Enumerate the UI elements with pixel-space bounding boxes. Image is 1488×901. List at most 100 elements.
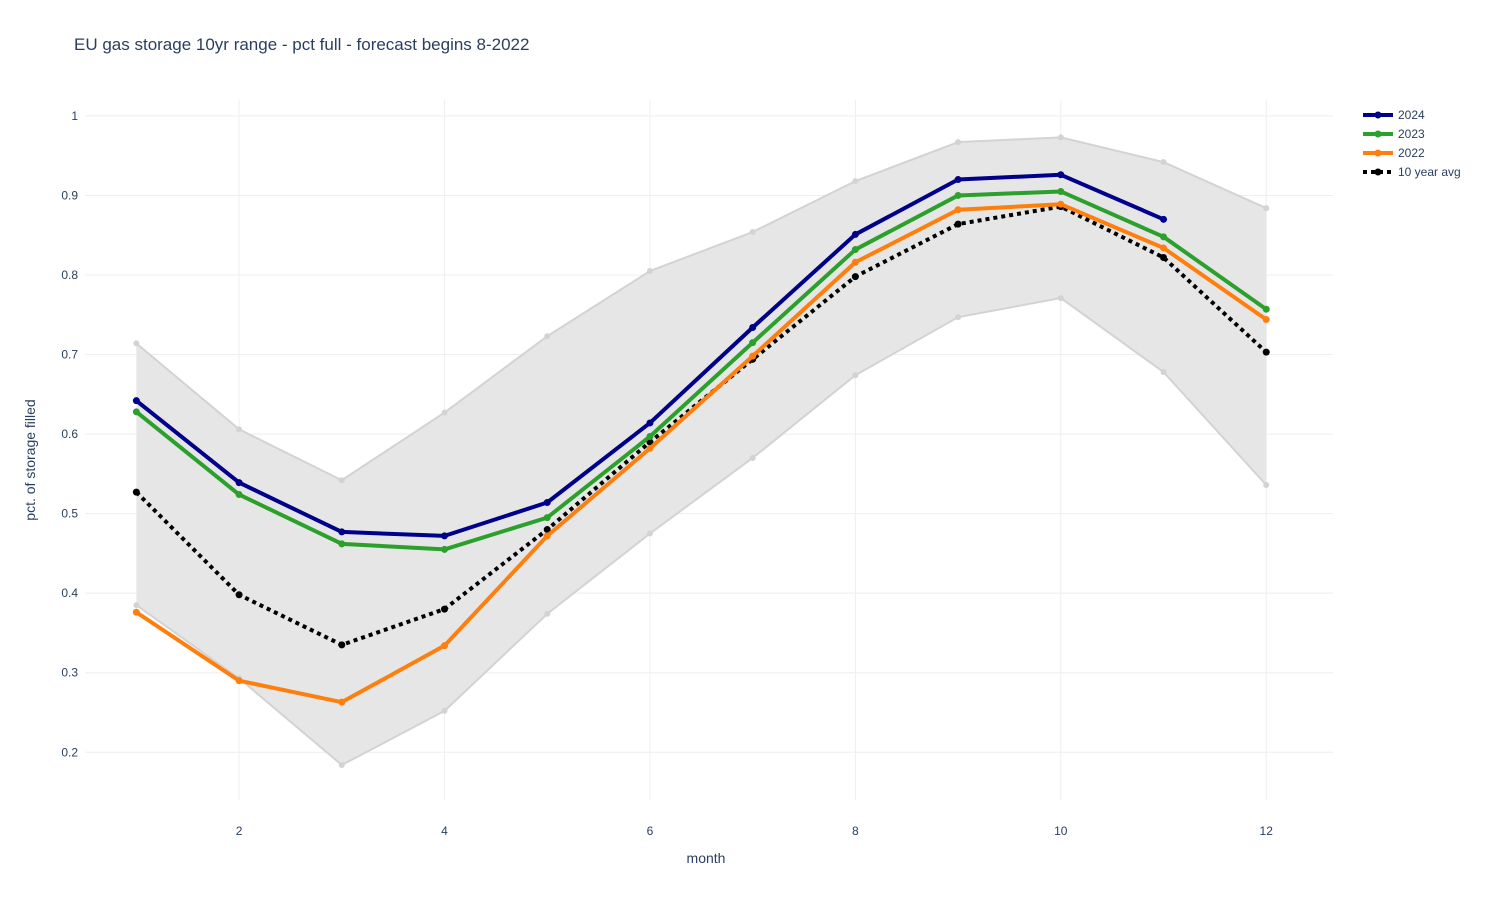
- range-band-upper-point: [1263, 205, 1270, 212]
- x-tick-label: 10: [1054, 824, 1068, 838]
- x-axis-title: month: [687, 850, 726, 866]
- series-line-2023: [135, 189, 1268, 552]
- data-point-10-year-avg: [441, 605, 449, 613]
- data-point-2022: [441, 642, 449, 650]
- y-tick-label: 1: [71, 109, 78, 123]
- y-tick-label: 0.4: [61, 586, 78, 600]
- data-point-2023: [235, 491, 243, 499]
- legend-label: 2022: [1398, 146, 1425, 160]
- data-point-2023: [851, 246, 859, 254]
- range-band-upper-point: [236, 426, 243, 433]
- range-band-upper-point: [544, 333, 551, 340]
- y-tick-label: 0.5: [61, 507, 78, 521]
- y-tick-label: 0.3: [61, 666, 78, 680]
- legend-label: 2023: [1398, 127, 1425, 141]
- data-point-10-year-avg: [851, 273, 859, 281]
- range-band-lower-point: [646, 530, 653, 537]
- legend-item-2023[interactable]: 2023: [1363, 127, 1425, 141]
- data-point-2024: [441, 532, 449, 540]
- legend-marker: [1374, 130, 1382, 138]
- series-2024: [132, 171, 1168, 540]
- series-line-2022: [135, 202, 1268, 705]
- legend-marker: [1374, 168, 1382, 176]
- y-tick-label: 0.6: [61, 427, 78, 441]
- data-point-10-year-avg: [1262, 348, 1270, 356]
- x-tick-label: 12: [1260, 824, 1274, 838]
- chart-title: EU gas storage 10yr range - pct full - f…: [74, 35, 529, 54]
- range-band-fill: [136, 137, 1267, 766]
- range-band-upper-point: [441, 409, 448, 416]
- series-2023: [132, 187, 1270, 553]
- range-band-lower-point: [338, 762, 345, 768]
- data-point-10-year-avg: [132, 488, 140, 496]
- data-point-2024: [235, 479, 243, 487]
- legend-item-10-year-avg[interactable]: 10 year avg: [1363, 165, 1461, 179]
- legend-label: 10 year avg: [1398, 165, 1461, 179]
- data-point-2022: [1057, 200, 1065, 208]
- data-point-2024: [338, 528, 346, 536]
- range-band-upper-point: [133, 340, 140, 347]
- range-band-lower-point: [852, 372, 859, 379]
- range-band-lower-line: [135, 297, 1267, 767]
- data-point-2022: [851, 258, 859, 266]
- x-tick-label: 8: [852, 824, 859, 838]
- data-point-2023: [1057, 187, 1065, 195]
- range-band-lower-point: [441, 707, 448, 714]
- range-band-lower-point: [955, 314, 962, 321]
- data-point-2023: [1160, 233, 1168, 241]
- x-tick-label: 2: [236, 824, 243, 838]
- data-point-2023: [646, 432, 654, 440]
- data-point-2024: [1057, 171, 1065, 179]
- data-point-2024: [749, 324, 757, 331]
- legend: 2024 2023 2022 10 year avg: [1363, 108, 1461, 179]
- tick-label-layer: 0.20.30.40.50.60.70.80.912 4 6 8 10 12: [61, 109, 1273, 838]
- range-band-upper-point: [955, 139, 962, 146]
- y-axis-title: pct. of storage filled: [22, 399, 38, 520]
- data-point-2022: [1262, 316, 1270, 324]
- data-point-2022: [954, 206, 962, 214]
- data-point-2023: [749, 339, 757, 347]
- data-point-2024: [954, 176, 962, 184]
- data-point-2022: [646, 444, 654, 452]
- data-point-2023: [1262, 305, 1270, 313]
- y-tick-label: 0.7: [61, 348, 78, 362]
- data-point-2022: [543, 532, 551, 540]
- y-tick-label: 0.8: [61, 268, 78, 282]
- range-band-lower-point: [544, 610, 551, 617]
- data-point-10-year-avg: [235, 591, 243, 599]
- y-tick-label: 0.9: [61, 188, 78, 202]
- series-layer: [132, 171, 1270, 706]
- legend-marker: [1374, 111, 1382, 119]
- data-point-2022: [132, 608, 140, 616]
- range-band-upper-point: [749, 229, 756, 236]
- x-tick-label: 4: [441, 824, 448, 838]
- legend-item-2022[interactable]: 2022: [1363, 146, 1425, 160]
- range-band-lower-point: [1263, 482, 1270, 488]
- data-point-2024: [132, 397, 140, 405]
- data-point-2023: [132, 408, 140, 416]
- legend-label: 2024: [1398, 108, 1425, 122]
- range-band-upper-point: [1160, 159, 1167, 166]
- range-band-lower-point: [1057, 295, 1064, 302]
- range-band-lower-point: [749, 454, 756, 461]
- data-point-10-year-avg: [543, 526, 551, 534]
- x-tick-label: 6: [647, 824, 654, 838]
- range-band-upper-point: [1057, 134, 1064, 141]
- range-band-layer: [133, 134, 1270, 768]
- legend-item-2024[interactable]: 2024: [1363, 108, 1425, 122]
- data-point-2023: [338, 540, 346, 548]
- data-point-2024: [1160, 215, 1168, 223]
- range-band-lower-point: [133, 602, 140, 609]
- data-point-2023: [543, 514, 551, 522]
- data-point-10-year-avg: [338, 641, 346, 649]
- data-point-2022: [1160, 244, 1168, 252]
- data-point-2024: [851, 230, 859, 238]
- data-point-2022: [749, 352, 757, 360]
- data-point-2024: [543, 499, 551, 506]
- data-point-2023: [954, 191, 962, 199]
- range-band-upper-point: [646, 268, 653, 275]
- range-band-lower-point: [1160, 369, 1167, 376]
- data-point-2022: [235, 677, 243, 685]
